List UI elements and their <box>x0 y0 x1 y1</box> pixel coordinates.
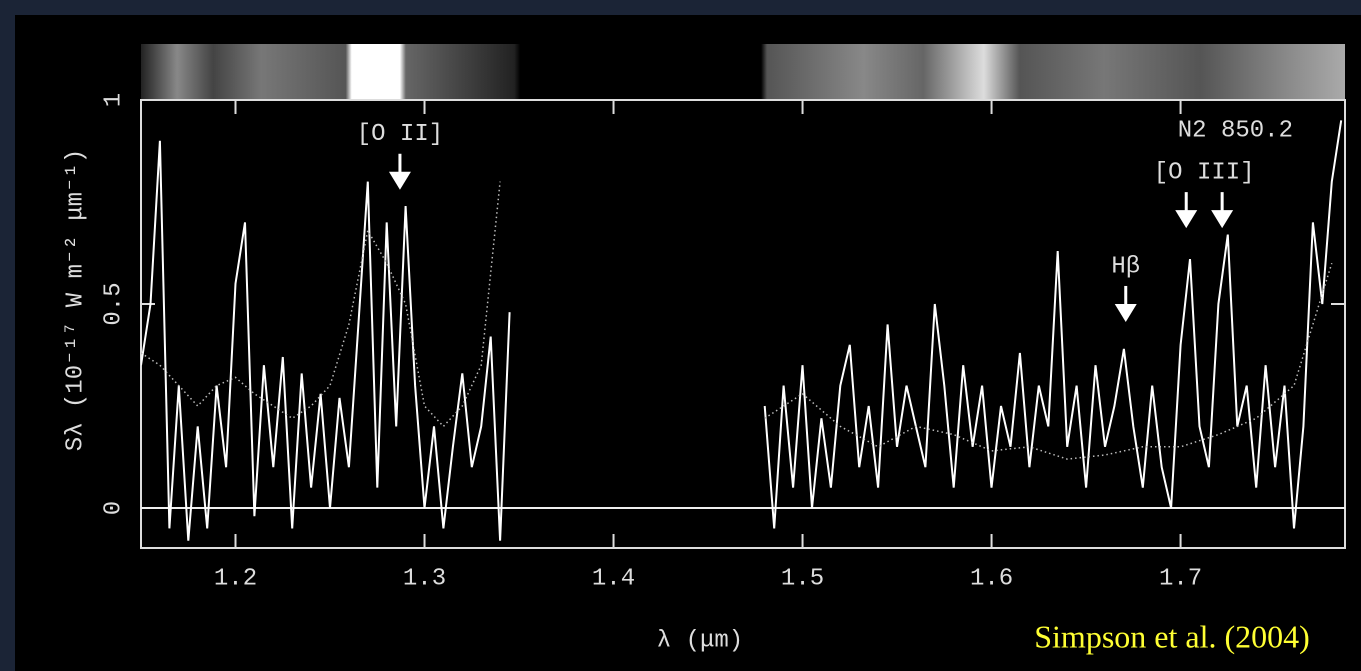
x-tick-label: 1.5 <box>781 565 824 592</box>
x-axis-label: λ (μm) <box>657 627 743 654</box>
y-axis-label: Sλ (10⁻¹⁷ W m⁻² μm⁻¹) <box>62 149 89 452</box>
x-tick-label: 1.4 <box>592 565 635 592</box>
x-tick-label: 1.6 <box>970 565 1013 592</box>
credit: Simpson et al. (2004) <box>1034 618 1310 654</box>
y-tick-label: 0 <box>100 501 127 515</box>
x-tick-label: 1.3 <box>403 565 446 592</box>
x-tick-label: 1.7 <box>1159 565 1202 592</box>
annotation: Hβ <box>1111 253 1140 280</box>
x-tick-label: 1.2 <box>214 565 257 592</box>
y-tick-label: 1 <box>100 93 127 107</box>
chart: λ (μm) Sλ (10⁻¹⁷ W m⁻² μm⁻¹) Simpson et … <box>0 0 1361 671</box>
annotation: [O II] <box>357 121 443 148</box>
annotation: [O III] <box>1154 159 1255 186</box>
annotation: N2 850.2 <box>1178 118 1293 145</box>
spectrum-strip <box>141 44 1345 100</box>
y-tick-label: 0.5 <box>100 282 127 325</box>
